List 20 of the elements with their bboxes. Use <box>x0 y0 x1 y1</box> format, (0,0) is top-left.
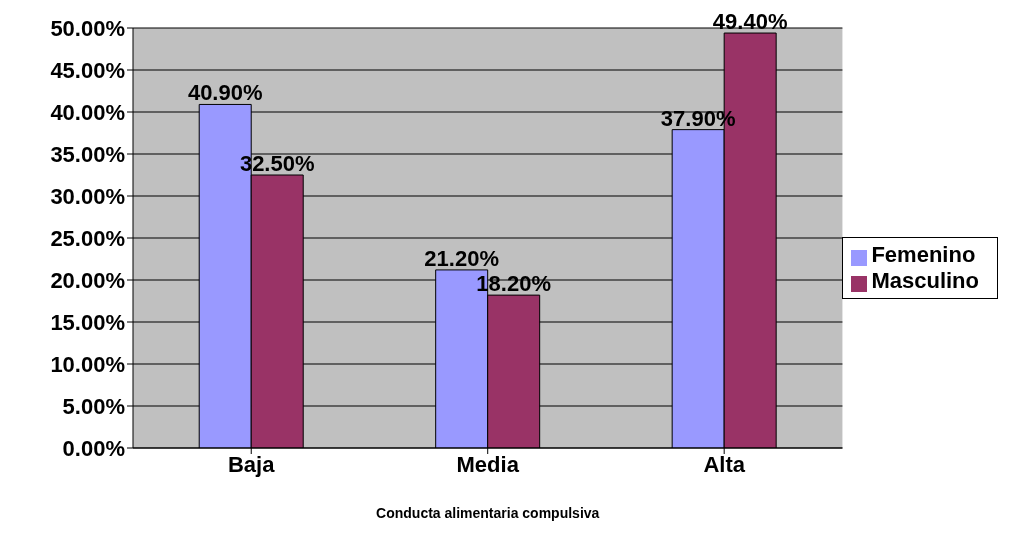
y-tick-label: 20.00% <box>50 267 125 293</box>
y-tick-label: 15.00% <box>50 309 125 335</box>
y-tick-label: 30.00% <box>50 183 125 209</box>
legend-label: Femenino <box>871 242 976 267</box>
x-tick-label: Media <box>456 451 520 477</box>
y-tick-label: 40.00% <box>50 99 125 125</box>
y-tick-label: 5.00% <box>62 393 125 419</box>
data-label: 49.40% <box>712 9 788 35</box>
x-axis-title: Conducta alimentaria compulsiva <box>376 505 600 521</box>
y-tick-label: 10.00% <box>50 351 125 377</box>
y-tick-label: 50.00% <box>50 15 125 41</box>
x-tick-label: Alta <box>703 451 746 477</box>
y-tick-label: 25.00% <box>50 225 125 251</box>
legend-label: Masculino <box>871 268 979 293</box>
y-tick-label: 0.00% <box>62 435 125 461</box>
y-tick-label: 35.00% <box>50 141 125 167</box>
data-label: 21.20% <box>424 245 499 271</box>
x-tick-label: Baja <box>227 451 276 477</box>
data-label: 40.90% <box>187 80 263 106</box>
y-tick-label: 45.00% <box>50 57 125 83</box>
